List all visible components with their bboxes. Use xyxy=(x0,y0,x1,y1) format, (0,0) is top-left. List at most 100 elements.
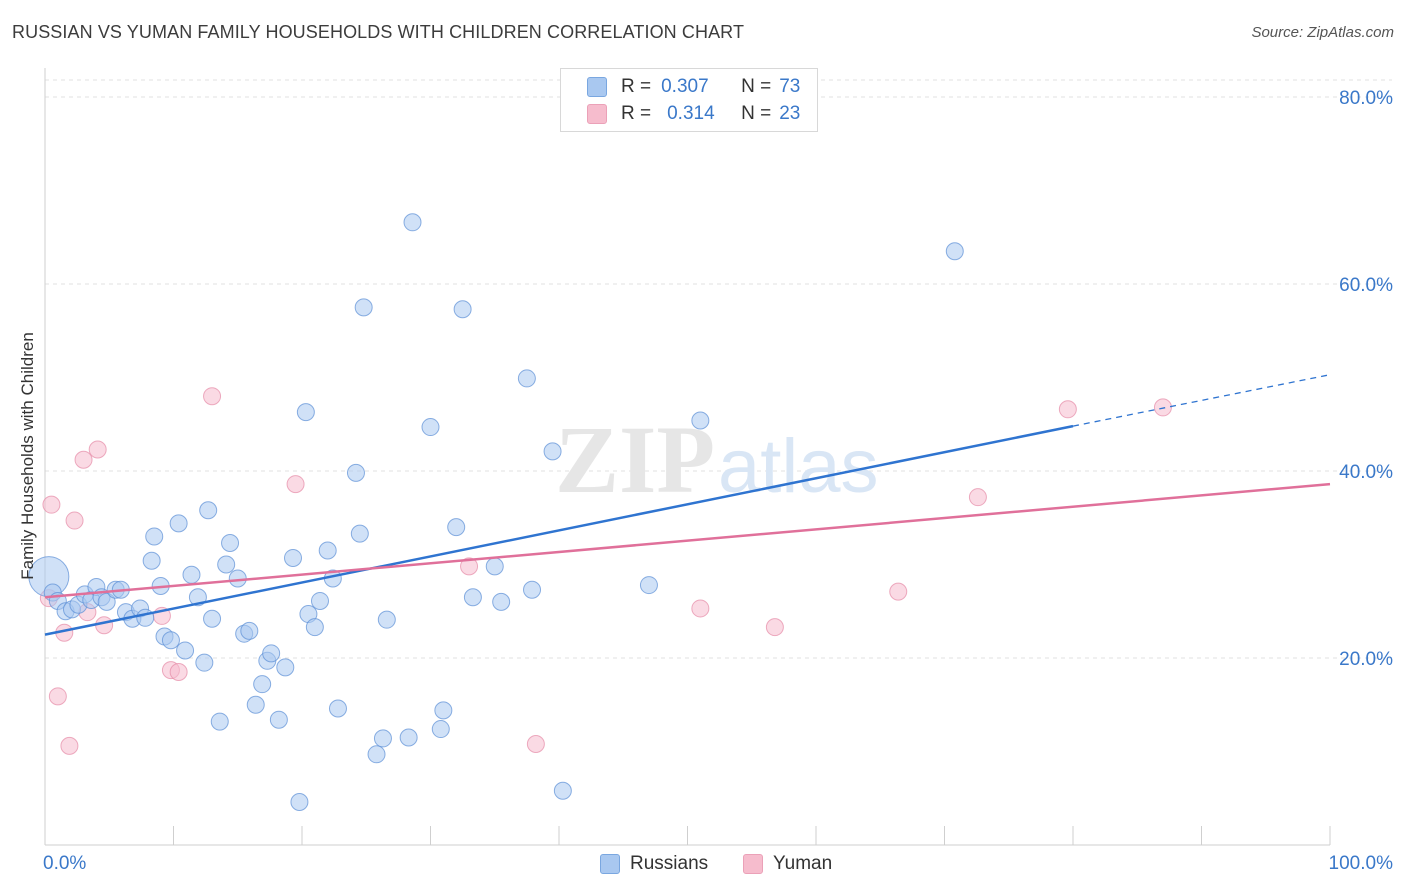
russian-point xyxy=(463,588,482,607)
yuman-swatch xyxy=(587,104,607,124)
yuman-point xyxy=(460,557,479,576)
russian-point xyxy=(253,675,272,694)
russian-point xyxy=(161,631,180,650)
source-label: Source: ZipAtlas.com xyxy=(1251,24,1394,41)
yuman-point xyxy=(88,440,107,459)
r-value: 0.314 xyxy=(667,103,715,124)
y-axis-label: Family Households with Children xyxy=(18,332,37,580)
russians-swatch xyxy=(587,77,607,97)
russian-point xyxy=(203,609,222,628)
russians-trend-extension xyxy=(1072,374,1331,427)
russian-point xyxy=(217,555,236,574)
yuman-point xyxy=(968,488,987,507)
russian-point xyxy=(176,641,195,660)
russian-point xyxy=(691,411,710,430)
russian-point xyxy=(284,548,303,567)
n-label: N = xyxy=(741,103,772,124)
y-tick-label: 60.0% xyxy=(1339,275,1393,296)
y-tick-label: 40.0% xyxy=(1339,462,1393,483)
russian-point xyxy=(945,242,964,261)
russian-point xyxy=(262,644,281,663)
trend-lines xyxy=(44,374,1331,636)
yuman-point xyxy=(60,736,79,755)
yuman-trend-line xyxy=(44,482,1331,599)
russian-point xyxy=(553,781,572,800)
yuman-point xyxy=(95,616,114,635)
russian-point xyxy=(290,792,309,811)
yuman-point xyxy=(765,618,784,637)
russian-point xyxy=(447,518,466,537)
russian-point xyxy=(492,592,511,611)
russian-point xyxy=(142,551,161,570)
yuman-point xyxy=(65,511,84,530)
yuman-point xyxy=(169,663,188,682)
tick-labels: 20.0% 40.0% 60.0% 80.0% 0.0% 100.0% xyxy=(43,88,1393,874)
russian-point xyxy=(354,298,373,317)
russian-point xyxy=(377,610,396,629)
russian-point xyxy=(276,658,295,677)
russian-point xyxy=(296,403,315,422)
russian-point xyxy=(421,418,440,437)
yuman-point xyxy=(889,582,908,601)
n-label: N = xyxy=(741,76,772,97)
legend-yuman: Yuman xyxy=(743,852,832,876)
russian-point xyxy=(403,213,422,232)
russian-point xyxy=(97,592,116,611)
russian-point xyxy=(523,580,542,599)
russian-point xyxy=(221,533,240,552)
russian-point xyxy=(517,369,536,388)
x-tick-label: 100.0% xyxy=(1329,853,1394,874)
yuman-point xyxy=(74,450,93,469)
stats-legend: R = 0.307 N = 73 R = 0.314 N = 23 xyxy=(560,68,818,132)
russian-point xyxy=(346,463,365,482)
yuman-point xyxy=(1153,398,1172,417)
russian-point xyxy=(431,720,450,739)
legend-row-russians: R = 0.307 N = 73 xyxy=(587,75,800,99)
r-label: R = xyxy=(621,103,652,124)
watermark-atlas: atlas xyxy=(718,424,879,509)
russian-point xyxy=(453,300,472,319)
russian-point xyxy=(434,701,453,720)
watermark: ZIP atlas xyxy=(555,406,879,513)
y-tick-label: 20.0% xyxy=(1339,649,1393,670)
russian-point xyxy=(399,728,418,747)
gridlines xyxy=(45,79,1392,659)
yuman-point xyxy=(48,687,67,706)
russian-point xyxy=(195,653,214,672)
russian-point xyxy=(350,524,369,543)
yuman-point xyxy=(1058,400,1077,419)
legend-row-yuman: R = 0.314 N = 23 xyxy=(587,102,800,126)
russian-point xyxy=(169,514,188,533)
russian-points xyxy=(28,213,964,811)
russian-point xyxy=(305,618,324,637)
yuman-swatch xyxy=(743,854,763,874)
russian-point xyxy=(485,557,504,576)
russian-point xyxy=(145,527,164,546)
yuman-point xyxy=(286,475,305,494)
russian-point xyxy=(367,745,386,764)
russian-point xyxy=(543,442,562,461)
yuman-point xyxy=(526,735,545,754)
russian-point xyxy=(269,710,288,729)
legend-russians: Russians xyxy=(600,852,708,876)
yuman-point xyxy=(203,387,222,406)
x-tick-label: 0.0% xyxy=(43,853,86,874)
watermark-zip: ZIP xyxy=(555,406,715,513)
russian-point xyxy=(639,576,658,595)
r-value: 0.307 xyxy=(661,76,709,97)
russian-point xyxy=(318,541,337,560)
russians-swatch xyxy=(600,854,620,874)
russian-point xyxy=(240,621,259,640)
russian-point xyxy=(328,699,347,718)
russians-trend-line xyxy=(44,424,1074,636)
russian-point xyxy=(246,695,265,714)
chart-title: RUSSIAN VS YUMAN FAMILY HOUSEHOLDS WITH … xyxy=(12,22,745,42)
n-value: 73 xyxy=(779,76,801,97)
russian-point xyxy=(310,591,329,610)
legend-yuman-label: Yuman xyxy=(773,853,833,874)
russian-point xyxy=(210,712,229,731)
y-tick-label: 80.0% xyxy=(1339,88,1393,109)
legend-russians-label: Russians xyxy=(630,853,709,874)
russian-point xyxy=(373,729,392,748)
